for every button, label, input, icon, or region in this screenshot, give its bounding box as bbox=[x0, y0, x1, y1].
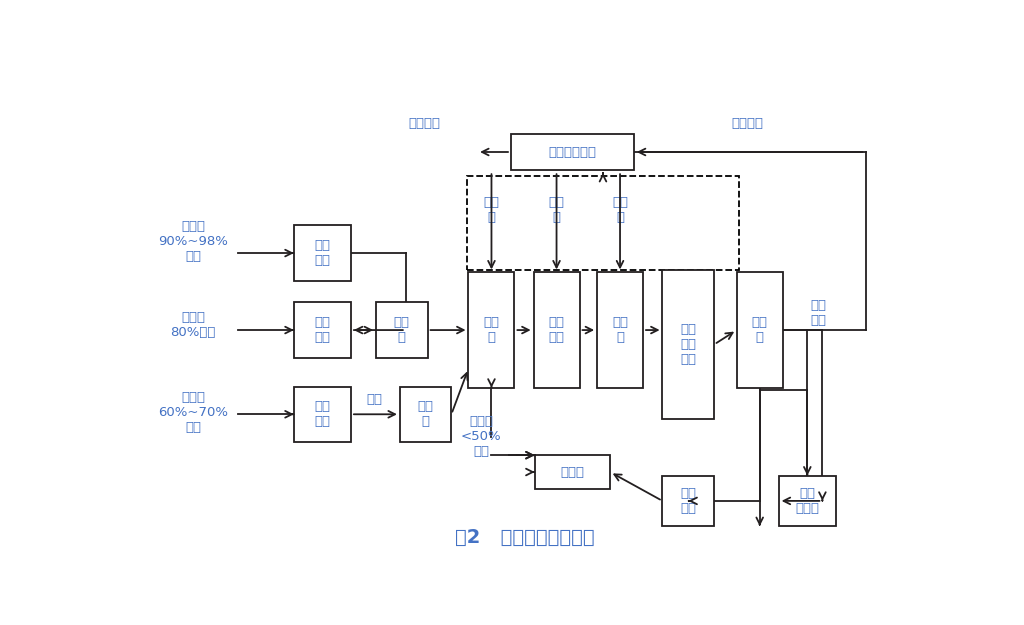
Text: 稳定
定釜: 稳定 定釜 bbox=[549, 316, 564, 344]
Text: 稳定
剂: 稳定 剂 bbox=[549, 196, 564, 224]
Text: 接收
料仓: 接收 料仓 bbox=[314, 400, 331, 428]
FancyBboxPatch shape bbox=[663, 476, 714, 526]
Text: 脱水
滤液: 脱水 滤液 bbox=[811, 299, 826, 328]
FancyBboxPatch shape bbox=[376, 302, 428, 358]
Text: 输泥
皮带: 输泥 皮带 bbox=[680, 487, 696, 515]
Text: 含水率
60%~70%
污泥: 含水率 60%~70% 污泥 bbox=[158, 391, 228, 434]
FancyBboxPatch shape bbox=[663, 270, 714, 419]
Text: 达标排放: 达标排放 bbox=[408, 117, 440, 129]
FancyBboxPatch shape bbox=[294, 226, 351, 281]
Text: 破碎: 破碎 bbox=[367, 393, 383, 406]
Text: 含水率
90%~98%
污泥: 含水率 90%~98% 污泥 bbox=[158, 219, 228, 262]
FancyBboxPatch shape bbox=[534, 272, 580, 388]
Text: 压滤
机: 压滤 机 bbox=[752, 316, 768, 344]
Text: 改性
釜: 改性 釜 bbox=[612, 316, 628, 344]
Text: 浓缩
泥罐: 浓缩 泥罐 bbox=[314, 239, 331, 267]
FancyBboxPatch shape bbox=[736, 272, 782, 388]
Text: 接收
料仓: 接收 料仓 bbox=[314, 316, 331, 344]
Text: 吸收废液: 吸收废液 bbox=[731, 117, 763, 129]
Text: 废水
预处理: 废水 预处理 bbox=[796, 487, 819, 515]
Text: 尾气吸收系统: 尾气吸收系统 bbox=[549, 146, 596, 159]
Text: 图2   深度脱水工艺流程: 图2 深度脱水工艺流程 bbox=[455, 528, 595, 546]
FancyBboxPatch shape bbox=[597, 272, 643, 388]
Text: 接收
釜: 接收 釜 bbox=[418, 400, 433, 428]
FancyBboxPatch shape bbox=[535, 455, 610, 489]
FancyBboxPatch shape bbox=[294, 302, 351, 358]
FancyBboxPatch shape bbox=[511, 134, 634, 170]
Text: 改性
剂: 改性 剂 bbox=[612, 196, 628, 224]
FancyBboxPatch shape bbox=[294, 387, 351, 442]
Text: 调理
剂: 调理 剂 bbox=[483, 196, 500, 224]
FancyBboxPatch shape bbox=[399, 387, 452, 442]
Text: 调理
污泥
储罐: 调理 污泥 储罐 bbox=[680, 323, 696, 366]
Text: 含水率
<50%
污泥: 含水率 <50% 污泥 bbox=[461, 416, 502, 458]
FancyBboxPatch shape bbox=[778, 476, 836, 526]
Text: 干泥库: 干泥库 bbox=[560, 466, 585, 479]
Text: 调理
釜: 调理 釜 bbox=[483, 316, 500, 344]
Text: 接收
釜: 接收 釜 bbox=[394, 316, 410, 344]
Text: 含水率
80%污泥: 含水率 80%污泥 bbox=[170, 311, 216, 339]
FancyBboxPatch shape bbox=[468, 272, 514, 388]
